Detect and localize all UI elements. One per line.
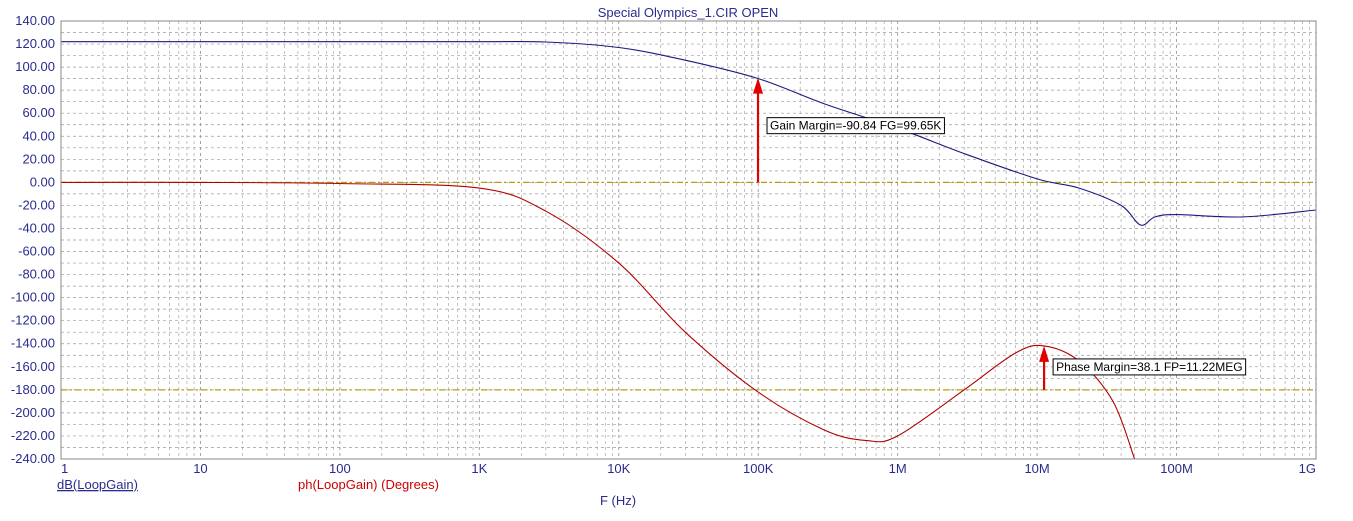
annotation-box bbox=[766, 117, 945, 135]
x-tick-label: 10 bbox=[193, 461, 207, 476]
chart-title: Special Olympics_1.CIR OPEN bbox=[598, 5, 779, 20]
y-tick-label: -20.00 bbox=[18, 197, 55, 212]
series-lines bbox=[60, 40, 1317, 460]
x-tick-label: 1K bbox=[471, 461, 487, 476]
x-tick-label: 100 bbox=[329, 461, 351, 476]
x-tick-label: 100K bbox=[743, 461, 774, 476]
x-axis-label: F (Hz) bbox=[600, 493, 636, 508]
plot-frame bbox=[60, 20, 1317, 460]
y-tick-label: -40.00 bbox=[18, 220, 55, 235]
x-tick-labels: 1 10 100 1K 10K 100K 1M 10M 100M 1G bbox=[61, 461, 1316, 476]
x-tick-label: 1G bbox=[1299, 461, 1316, 476]
y-tick-label: 140.00 bbox=[15, 13, 55, 28]
x-tick-label: 10K bbox=[607, 461, 630, 476]
y-tick-label: -60.00 bbox=[18, 244, 55, 259]
y-tick-label: 120.00 bbox=[15, 36, 55, 51]
annotation-box bbox=[1052, 358, 1247, 376]
gain-curve bbox=[60, 40, 1317, 226]
series-label-gain[interactable]: dB(LoopGain) bbox=[57, 477, 138, 492]
y-tick-label: -100.00 bbox=[11, 290, 55, 305]
annotations: Gain Margin=-90.84 FG=99.65K Phase Margin… bbox=[753, 77, 1247, 390]
y-tick-label: 20.00 bbox=[22, 151, 55, 166]
annotation-arrow-head bbox=[753, 77, 764, 94]
grid bbox=[60, 20, 1316, 460]
y-tick-label: -240.00 bbox=[11, 451, 55, 466]
y-tick-label: -180.00 bbox=[11, 382, 55, 397]
series-label-phase[interactable]: ph(LoopGain) (Degrees) bbox=[298, 477, 439, 492]
x-tick-label: 100M bbox=[1160, 461, 1193, 476]
y-tick-label: 40.00 bbox=[22, 128, 55, 143]
phase-curve bbox=[60, 181, 1136, 460]
y-tick-label: -80.00 bbox=[18, 267, 55, 282]
y-tick-label: -200.00 bbox=[11, 405, 55, 420]
y-tick-label: -140.00 bbox=[11, 336, 55, 351]
y-tick-label: 0.00 bbox=[30, 174, 55, 189]
y-tick-label: 100.00 bbox=[15, 59, 55, 74]
reference-lines bbox=[61, 181, 1316, 391]
y-tick-label: -220.00 bbox=[11, 428, 55, 443]
x-tick-label: 10M bbox=[1024, 461, 1049, 476]
y-tick-label: -120.00 bbox=[11, 313, 55, 328]
x-tick-label: 1 bbox=[61, 461, 68, 476]
annotation-arrow-head bbox=[1039, 345, 1050, 362]
annotation-label: Phase Margin=38.1 FP=11.22MEG bbox=[1056, 360, 1243, 374]
y-tick-label: 60.00 bbox=[22, 105, 55, 120]
y-tick-label: -160.00 bbox=[11, 359, 55, 374]
y-tick-label: 80.00 bbox=[22, 82, 55, 97]
y-tick-labels: 140.00 120.00 100.00 80.00 60.00 40.00 20.00 0.… bbox=[11, 13, 55, 466]
x-tick-label: 1M bbox=[889, 461, 907, 476]
annotation-label: Gain Margin=-90.84 FG=99.65K bbox=[770, 119, 941, 133]
